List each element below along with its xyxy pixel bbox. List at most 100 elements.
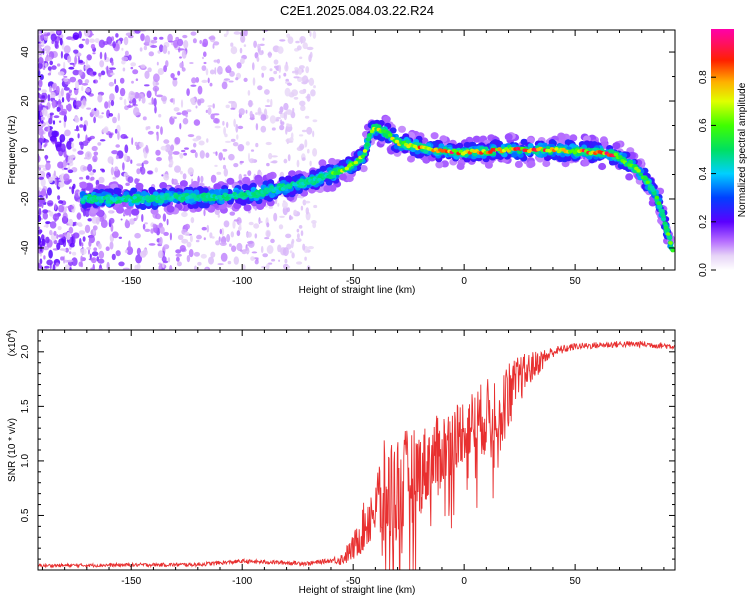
- noise-point: [169, 232, 172, 241]
- snr-xtick-label: -150: [121, 576, 141, 587]
- noise-point: [63, 78, 69, 82]
- noise-point: [38, 207, 42, 216]
- noise-point: [161, 174, 164, 177]
- noise-point: [111, 231, 119, 239]
- noise-point: [222, 120, 225, 126]
- noise-point: [91, 257, 97, 264]
- noise-point: [115, 144, 120, 148]
- noise-point: [247, 241, 254, 244]
- noise-point: [194, 265, 197, 270]
- noise-point: [48, 249, 53, 259]
- colorbar-gradient: [711, 29, 734, 270]
- ridge-core-point: [554, 147, 559, 151]
- noise-point: [278, 64, 282, 74]
- noise-point: [243, 77, 248, 82]
- noise-point: [38, 215, 42, 223]
- noise-point: [187, 134, 195, 138]
- noise-point: [257, 85, 263, 91]
- noise-point: [47, 200, 54, 207]
- ridge-point: [430, 132, 439, 140]
- noise-point: [45, 154, 48, 161]
- noise-point: [41, 39, 45, 47]
- noise-point: [283, 72, 287, 77]
- ridge-point: [398, 125, 406, 133]
- noise-point: [82, 166, 89, 171]
- noise-point: [230, 231, 234, 238]
- ridge-point: [438, 143, 445, 149]
- noise-point: [60, 143, 66, 153]
- ridge-core-point: [394, 139, 400, 144]
- noise-point: [167, 257, 171, 263]
- noise-point: [98, 72, 102, 77]
- noise-point: [253, 40, 257, 48]
- noise-point: [267, 51, 272, 58]
- noise-point: [186, 255, 191, 263]
- noise-point: [283, 111, 288, 121]
- colorbar-label: Normalized spectral amplitude: [737, 82, 748, 217]
- noise-point: [127, 176, 134, 184]
- noise-point: [232, 142, 239, 147]
- noise-point: [153, 36, 158, 41]
- noise-point: [208, 36, 216, 40]
- noise-point: [306, 126, 313, 135]
- snr-plot-area: [38, 340, 675, 570]
- noise-point: [282, 206, 288, 216]
- ridge-point: [98, 198, 104, 204]
- noise-point: [302, 243, 306, 251]
- spectrogram-xlabel: Height of straight line (km): [299, 285, 416, 296]
- noise-point: [245, 141, 250, 146]
- noise-point: [98, 39, 106, 48]
- snr-scale-exponent: 4: [6, 333, 13, 337]
- noise-point: [177, 234, 184, 240]
- noise-point: [143, 160, 149, 165]
- spectrogram-xtick-label: 0: [461, 276, 467, 287]
- noise-point: [117, 112, 121, 122]
- noise-point: [53, 230, 57, 236]
- noise-point: [296, 159, 300, 168]
- noise-point: [104, 101, 109, 109]
- ridge-point: [456, 142, 464, 149]
- noise-point: [307, 148, 310, 154]
- noise-point: [83, 124, 87, 132]
- noise-point: [122, 67, 126, 72]
- noise-point: [72, 99, 77, 109]
- noise-point: [45, 162, 51, 171]
- noise-point: [129, 218, 135, 225]
- noise-point: [69, 267, 72, 270]
- noise-point: [61, 97, 65, 103]
- noise-point: [63, 87, 70, 91]
- noise-point: [43, 144, 47, 148]
- noise-point: [213, 117, 219, 124]
- noise-point: [131, 80, 134, 84]
- noise-point: [301, 81, 308, 85]
- noise-point: [246, 250, 250, 253]
- ridge-core-point: [645, 180, 650, 185]
- noise-point: [241, 249, 247, 255]
- noise-point: [215, 151, 218, 156]
- ridge-point: [266, 172, 275, 180]
- noise-point: [221, 81, 228, 90]
- noise-point: [53, 115, 60, 119]
- noise-point: [145, 144, 149, 154]
- noise-point: [49, 85, 52, 93]
- noise-point: [181, 149, 186, 153]
- noise-point: [301, 129, 307, 133]
- noise-point: [217, 263, 224, 266]
- chart-title: C2E1.2025.084.03.22.R24: [280, 3, 434, 18]
- ridge-core-point: [656, 201, 662, 205]
- noise-point: [228, 153, 235, 161]
- ridge-core-point: [367, 133, 372, 137]
- noise-point: [125, 182, 130, 186]
- noise-point: [108, 81, 115, 87]
- ridge-core-point: [191, 194, 197, 198]
- noise-point: [168, 150, 173, 156]
- noise-point: [287, 154, 291, 162]
- noise-point: [198, 182, 205, 187]
- noise-point: [207, 107, 212, 115]
- noise-point: [85, 88, 91, 93]
- ridge-point: [569, 134, 578, 142]
- noise-point: [134, 178, 139, 185]
- noise-point: [147, 126, 151, 130]
- noise-point: [93, 79, 96, 84]
- noise-point: [209, 69, 215, 75]
